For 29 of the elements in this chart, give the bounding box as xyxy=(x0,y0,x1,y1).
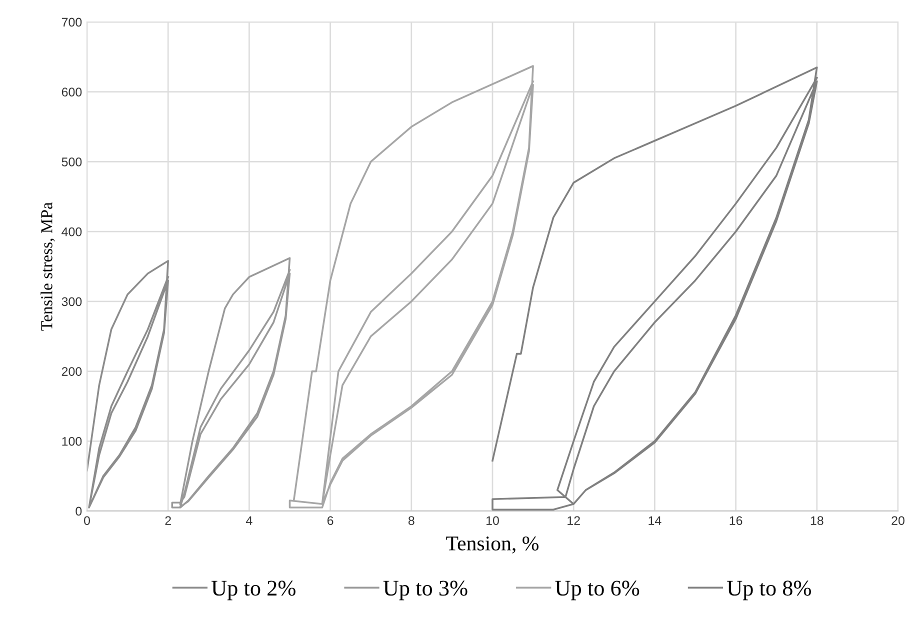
legend-label: Up to 3% xyxy=(383,580,468,600)
line-series xyxy=(288,65,534,508)
x-axis-title: Tension, % xyxy=(446,536,539,554)
y-axis-title: Tensile stress, MPa xyxy=(40,202,55,331)
y-tick-label: 400 xyxy=(62,227,82,236)
x-tick-label: 0 xyxy=(84,516,90,526)
y-tick-label: 700 xyxy=(62,18,82,27)
line-series xyxy=(171,257,291,508)
legend-label: Up to 6% xyxy=(555,580,640,600)
x-tick-label: 4 xyxy=(246,516,252,525)
y-tick-label: 100 xyxy=(62,436,82,446)
x-tick-label: 2 xyxy=(165,516,171,525)
x-tick-label: 16 xyxy=(730,516,742,526)
x-tick-label: 18 xyxy=(810,516,824,526)
y-tick-label: 500 xyxy=(62,158,82,166)
x-tick-label: 20 xyxy=(892,516,904,526)
line-series xyxy=(87,260,170,508)
x-tick-label: 6 xyxy=(327,516,334,526)
legend-label: Up to 8% xyxy=(727,580,811,600)
legend-label: Up to 2% xyxy=(212,580,296,600)
y-tick-label: 200 xyxy=(62,367,82,376)
x-tick-label: 12 xyxy=(568,516,580,525)
y-tick-label: 300 xyxy=(62,297,82,306)
x-tick-label: 10 xyxy=(486,516,499,526)
y-tick-label: 0 xyxy=(76,506,82,516)
y-tick-label: 600 xyxy=(62,88,82,97)
line-series xyxy=(492,66,818,511)
x-tick-label: 8 xyxy=(408,516,414,526)
x-tick-label: 14 xyxy=(648,516,662,525)
